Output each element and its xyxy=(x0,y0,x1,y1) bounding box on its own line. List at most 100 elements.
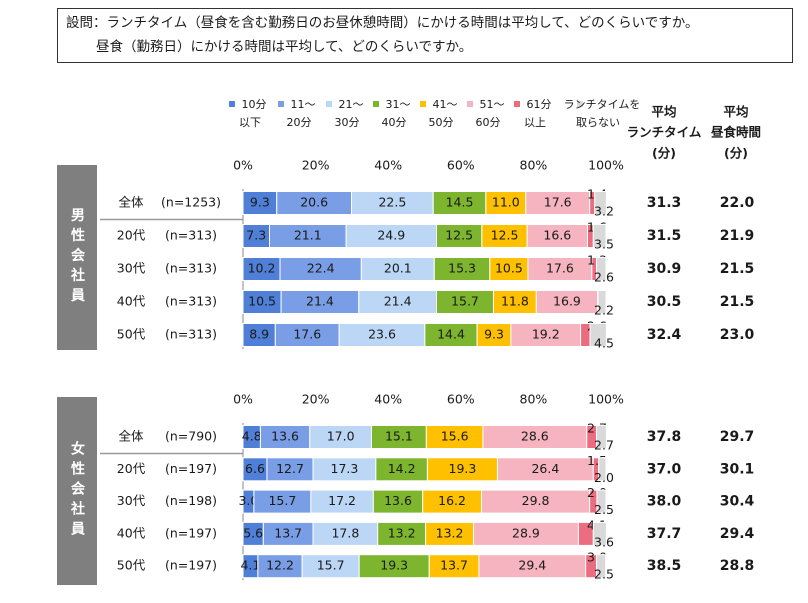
avg-lunch: 32.4 xyxy=(647,327,682,343)
legend-label: 11～ 20分 xyxy=(287,98,316,129)
value-label: 9.3 xyxy=(484,327,504,342)
value-label: 12.5 xyxy=(445,228,473,243)
value-label: 9.3 xyxy=(250,195,270,210)
n-label: (n=313) xyxy=(165,261,217,276)
value-label: 17.2 xyxy=(328,493,356,508)
avg-meal: 28.8 xyxy=(720,558,755,574)
bar-segment xyxy=(596,257,607,281)
value-label: 17.6 xyxy=(293,327,321,342)
avg-meal: 29.7 xyxy=(720,429,755,445)
avg-lunch: 31.5 xyxy=(647,228,682,244)
bar-segment xyxy=(592,224,607,248)
value-label: 13.2 xyxy=(436,525,464,540)
category-label: 30代 xyxy=(117,493,146,508)
value-label: 2.0 xyxy=(594,470,614,485)
n-label: (n=790) xyxy=(165,429,217,444)
value-label: 16.2 xyxy=(438,493,466,508)
legend-label: 10分以下 xyxy=(239,98,267,129)
avg-lunch: 30.5 xyxy=(647,294,682,310)
value-label: 19.2 xyxy=(532,327,560,342)
avg-lunch: 37.7 xyxy=(647,526,682,542)
avg-lunch: 38.5 xyxy=(647,558,682,574)
legend-swatch xyxy=(514,101,520,107)
value-label: 15.7 xyxy=(317,558,345,573)
category-label: 20代 xyxy=(117,228,146,243)
avg-lunch: 30.9 xyxy=(647,261,682,277)
value-label: 2.6 xyxy=(594,270,614,285)
category-label: 50代 xyxy=(117,327,146,342)
value-label: 16.9 xyxy=(553,294,581,309)
n-label: (n=197) xyxy=(165,558,217,573)
bar-segment xyxy=(592,521,607,546)
value-label: 21.4 xyxy=(306,294,334,309)
n-label: (n=313) xyxy=(165,228,217,243)
x-tick-label: 80% xyxy=(520,158,548,173)
value-label: 3.6 xyxy=(594,534,614,549)
question-line: 昼食（勤務日）にかける時間は平均して、どのくらいですか。 xyxy=(96,38,472,55)
category-label: 30代 xyxy=(117,261,146,276)
legend-label: 51～ 60分 xyxy=(476,98,505,129)
value-label: 14.4 xyxy=(437,327,465,342)
question-box xyxy=(57,8,793,63)
value-label: 2.5 xyxy=(594,502,614,517)
value-label: 19.3 xyxy=(449,461,477,476)
bar-segment xyxy=(597,290,607,314)
value-label: 17.0 xyxy=(327,429,355,444)
legend-swatch xyxy=(373,101,379,107)
legend-label: 31～ 40分 xyxy=(382,98,411,129)
value-label: 14.5 xyxy=(446,195,474,210)
avg-meal: 29.4 xyxy=(720,526,755,542)
avg-meal: 30.4 xyxy=(720,494,755,510)
avg-meal: 30.1 xyxy=(720,461,755,477)
avg-lunch: 38.0 xyxy=(647,494,682,510)
bar-segment xyxy=(596,425,607,449)
avg-meal: 21.5 xyxy=(720,261,755,277)
value-label: 10.5 xyxy=(248,294,276,309)
value-label: 15.6 xyxy=(441,429,469,444)
value-label: 23.6 xyxy=(368,327,396,342)
value-label: 26.4 xyxy=(531,461,559,476)
value-label: 29.8 xyxy=(522,493,550,508)
value-label: 10.2 xyxy=(248,261,276,276)
value-label: 15.7 xyxy=(451,294,479,309)
value-label: 17.3 xyxy=(331,461,359,476)
x-tick-label: 40% xyxy=(374,158,402,173)
value-label: 15.1 xyxy=(385,429,413,444)
n-label: (n=1253) xyxy=(161,195,221,210)
bar-segment xyxy=(589,323,607,347)
value-label: 28.9 xyxy=(512,525,540,540)
value-label: 19.3 xyxy=(380,558,408,573)
column-header: 平均ランチタイム(分) xyxy=(627,104,702,160)
value-label: 2.5 xyxy=(594,567,614,582)
value-label: 16.6 xyxy=(543,228,571,243)
avg-lunch: 31.3 xyxy=(647,195,682,211)
value-label: 21.4 xyxy=(384,294,412,309)
bar-segment xyxy=(596,554,607,579)
value-label: 22.4 xyxy=(307,261,335,276)
value-label: 12.7 xyxy=(276,461,304,476)
avg-meal: 23.0 xyxy=(720,327,755,343)
value-label: 4.8 xyxy=(242,429,262,444)
legend-swatch xyxy=(420,101,426,107)
group-label: 男性会社員 xyxy=(69,208,86,308)
value-label: 10.5 xyxy=(495,261,523,276)
category-label: 20代 xyxy=(117,461,146,476)
legend-swatch xyxy=(326,101,332,107)
column-header: 平均昼食時間(分) xyxy=(710,104,761,160)
value-label: 22.5 xyxy=(378,195,406,210)
group-label: 女性会社員 xyxy=(69,440,86,541)
value-label: 3.5 xyxy=(594,237,614,252)
value-label: 5.6 xyxy=(243,525,263,540)
legend-label: 41～ 50分 xyxy=(429,98,458,129)
x-tick-label: 20% xyxy=(302,158,330,173)
value-label: 17.6 xyxy=(544,195,572,210)
category-label: 50代 xyxy=(117,558,146,573)
value-label: 13.7 xyxy=(274,525,302,540)
value-label: 13.2 xyxy=(388,525,416,540)
x-tick-label: 80% xyxy=(520,392,548,407)
value-label: 15.7 xyxy=(268,493,296,508)
value-label: 7.3 xyxy=(246,228,266,243)
n-label: (n=198) xyxy=(165,493,217,508)
value-label: 2.7 xyxy=(594,438,614,453)
category-label: 40代 xyxy=(117,525,146,540)
